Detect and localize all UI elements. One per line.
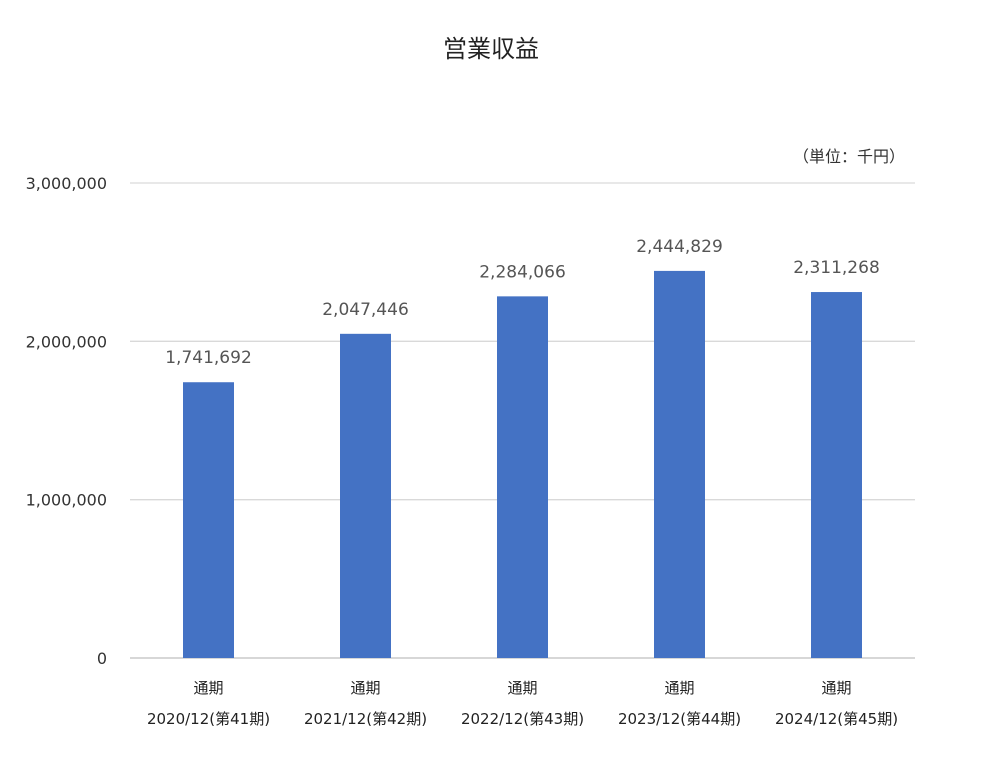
y-tick-label: 2,000,000 xyxy=(26,332,107,351)
x-tick-label-date: 2021/12(第42期) xyxy=(304,710,427,728)
y-tick-label: 1,000,000 xyxy=(26,491,107,510)
bar xyxy=(497,296,548,658)
x-tick-label-period: 通期 xyxy=(507,679,537,697)
x-tick-label-period: 通期 xyxy=(350,679,380,697)
y-axis-ticks: 0 1,000,000 2,000,000 3,000,000 xyxy=(26,174,107,668)
data-labels: 1,741,692 2,047,446 2,284,066 2,444,829 2,31… xyxy=(165,237,880,368)
x-tick-label-date: 2022/12(第43期) xyxy=(461,710,584,728)
y-tick-label: 0 xyxy=(97,649,107,668)
unit-note: （単位：千円） xyxy=(793,147,905,166)
data-label: 2,047,446 xyxy=(322,300,409,320)
bar xyxy=(654,270,705,658)
data-label: 1,741,692 xyxy=(165,348,252,368)
x-tick-label-period: 通期 xyxy=(664,679,694,697)
bar xyxy=(340,333,391,658)
y-tick-label: 3,000,000 xyxy=(26,174,107,193)
data-label: 2,284,066 xyxy=(479,262,566,282)
x-tick-label-period: 通期 xyxy=(821,679,851,697)
chart-title: 営業収益 xyxy=(443,35,539,63)
x-tick-label-period: 通期 xyxy=(193,679,223,697)
x-axis-ticks: 通期 2020/12(第41期) 通期 2021/12(第42期) 通期 2022/12(… xyxy=(147,679,898,728)
data-label: 2,311,268 xyxy=(793,258,880,278)
x-tick-label-date: 2023/12(第44期) xyxy=(618,710,741,728)
bar xyxy=(183,382,234,658)
x-tick-label-date: 2024/12(第45期) xyxy=(775,710,898,728)
x-tick-label-date: 2020/12(第41期) xyxy=(147,710,270,728)
bars xyxy=(183,270,862,658)
data-label: 2,444,829 xyxy=(636,237,723,257)
bar xyxy=(811,292,862,658)
